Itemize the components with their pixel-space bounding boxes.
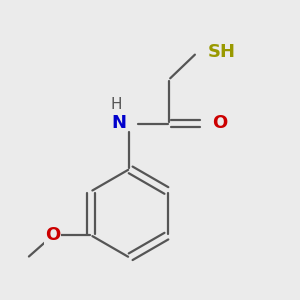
- Text: O: O: [212, 115, 227, 133]
- Text: O: O: [45, 226, 61, 244]
- Text: H: H: [110, 97, 122, 112]
- Text: SH: SH: [207, 43, 236, 61]
- Text: N: N: [111, 115, 126, 133]
